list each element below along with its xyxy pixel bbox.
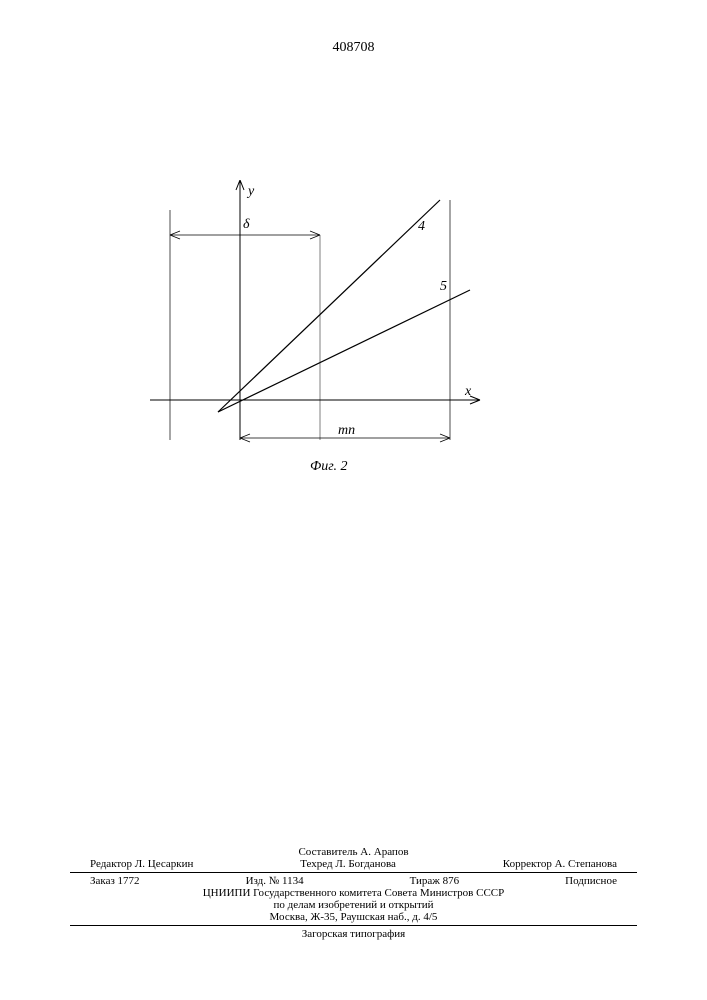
page-number: 408708 (0, 40, 707, 56)
org-line-2: по делам изобретений и открытий (0, 899, 707, 911)
dim-mn-label: mn (338, 423, 355, 438)
y-axis-label: y (246, 184, 255, 199)
press: Загорская типография (0, 928, 707, 940)
tirazh: Тираж 876 (410, 875, 460, 887)
address: Москва, Ж-35, Раушская наб., д. 4/5 (0, 911, 707, 923)
divider-1 (70, 872, 637, 873)
imprint-footer: Составитель А. Арапов Редактор Л. Цесарк… (0, 846, 707, 940)
org-line-1: ЦНИИПИ Государственного комитета Совета … (0, 887, 707, 899)
podpisnoe: Подписное (565, 875, 617, 887)
line-4-label: 4 (418, 219, 425, 234)
corrector: Корректор А. Степанова (503, 858, 617, 870)
tech-editor: Техред Л. Богданова (300, 858, 396, 870)
figure-2-diagram: δ mn 4 5 y x Фиг. 2 (150, 180, 510, 500)
line-5 (218, 290, 470, 412)
figure-caption: Фиг. 2 (310, 459, 348, 474)
x-axis-label: x (464, 384, 472, 399)
order-number: Заказ 1772 (90, 875, 140, 887)
divider-2 (70, 925, 637, 926)
compiler-line: Составитель А. Арапов (0, 846, 707, 858)
line-5-label: 5 (440, 279, 447, 294)
izd-number: Изд. № 1134 (246, 875, 304, 887)
line-4 (218, 200, 440, 412)
editor: Редактор Л. Цесаркин (90, 858, 193, 870)
dim-delta-label: δ (243, 217, 250, 232)
